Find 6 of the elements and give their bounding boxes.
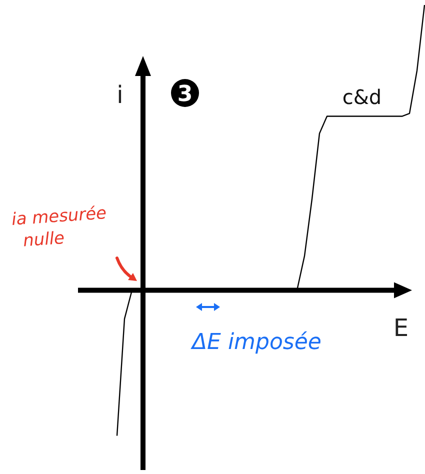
x-axis-title: E bbox=[393, 314, 409, 342]
annotation: c&d bbox=[342, 85, 382, 109]
annotation: ΔE imposée bbox=[190, 330, 322, 355]
annotation: 3 bbox=[177, 82, 193, 107]
text: ia mesurée nulle bbox=[10, 203, 108, 252]
y-axis-title: i bbox=[116, 81, 124, 109]
